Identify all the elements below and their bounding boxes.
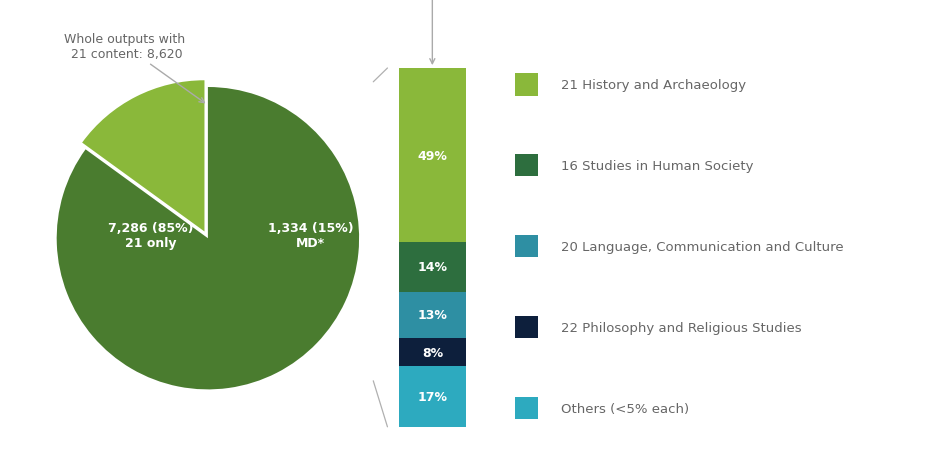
Text: 1,334 (15%)
MD*: 1,334 (15%) MD* bbox=[267, 222, 353, 250]
FancyBboxPatch shape bbox=[514, 235, 537, 258]
Wedge shape bbox=[82, 81, 204, 232]
FancyBboxPatch shape bbox=[514, 316, 537, 339]
Text: 13%: 13% bbox=[417, 309, 447, 322]
FancyBboxPatch shape bbox=[514, 74, 537, 96]
Bar bbox=[398, 242, 465, 292]
Text: Others (<5% each): Others (<5% each) bbox=[561, 402, 689, 415]
FancyBboxPatch shape bbox=[514, 397, 537, 420]
Text: 20 Language, Communication and Culture: 20 Language, Communication and Culture bbox=[561, 240, 843, 253]
Text: 7,286 (85%)
21 only: 7,286 (85%) 21 only bbox=[108, 222, 193, 250]
Text: 22 Philosophy and Religious Studies: 22 Philosophy and Religious Studies bbox=[561, 321, 801, 334]
Text: Whole outputs with
 21 content: 8,620: Whole outputs with 21 content: 8,620 bbox=[64, 33, 204, 103]
Text: 49%: 49% bbox=[417, 149, 447, 162]
Text: 16 Studies in Human Society: 16 Studies in Human Society bbox=[561, 159, 753, 173]
Wedge shape bbox=[57, 88, 359, 390]
Text: 8%: 8% bbox=[421, 346, 443, 359]
Text: 17%: 17% bbox=[417, 390, 447, 403]
Text: 14%: 14% bbox=[417, 261, 447, 274]
Bar bbox=[398, 69, 465, 242]
Bar bbox=[398, 292, 465, 338]
Text: Apportioned content of
21 multi-disciplinary outputs: Apportioned content of 21 multi-discipli… bbox=[343, 0, 521, 65]
FancyBboxPatch shape bbox=[514, 155, 537, 177]
Bar bbox=[398, 338, 465, 367]
Text: 21 History and Archaeology: 21 History and Archaeology bbox=[561, 78, 746, 92]
Bar bbox=[398, 367, 465, 427]
